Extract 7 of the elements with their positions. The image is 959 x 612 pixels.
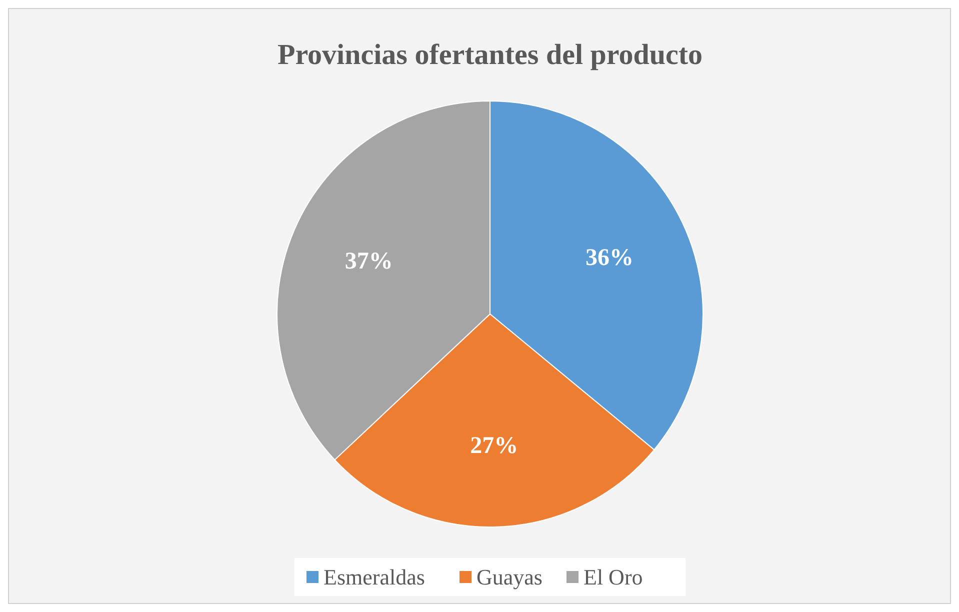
data-label: 36% <box>585 244 634 271</box>
legend-label: Guayas <box>476 564 542 590</box>
legend-label: El Oro <box>584 564 643 590</box>
data-label: 37% <box>344 248 393 275</box>
data-label: 27% <box>470 432 518 459</box>
legend-label: Esmeraldas <box>324 564 425 590</box>
chart-title: Provincias ofertantes del producto <box>277 39 703 71</box>
